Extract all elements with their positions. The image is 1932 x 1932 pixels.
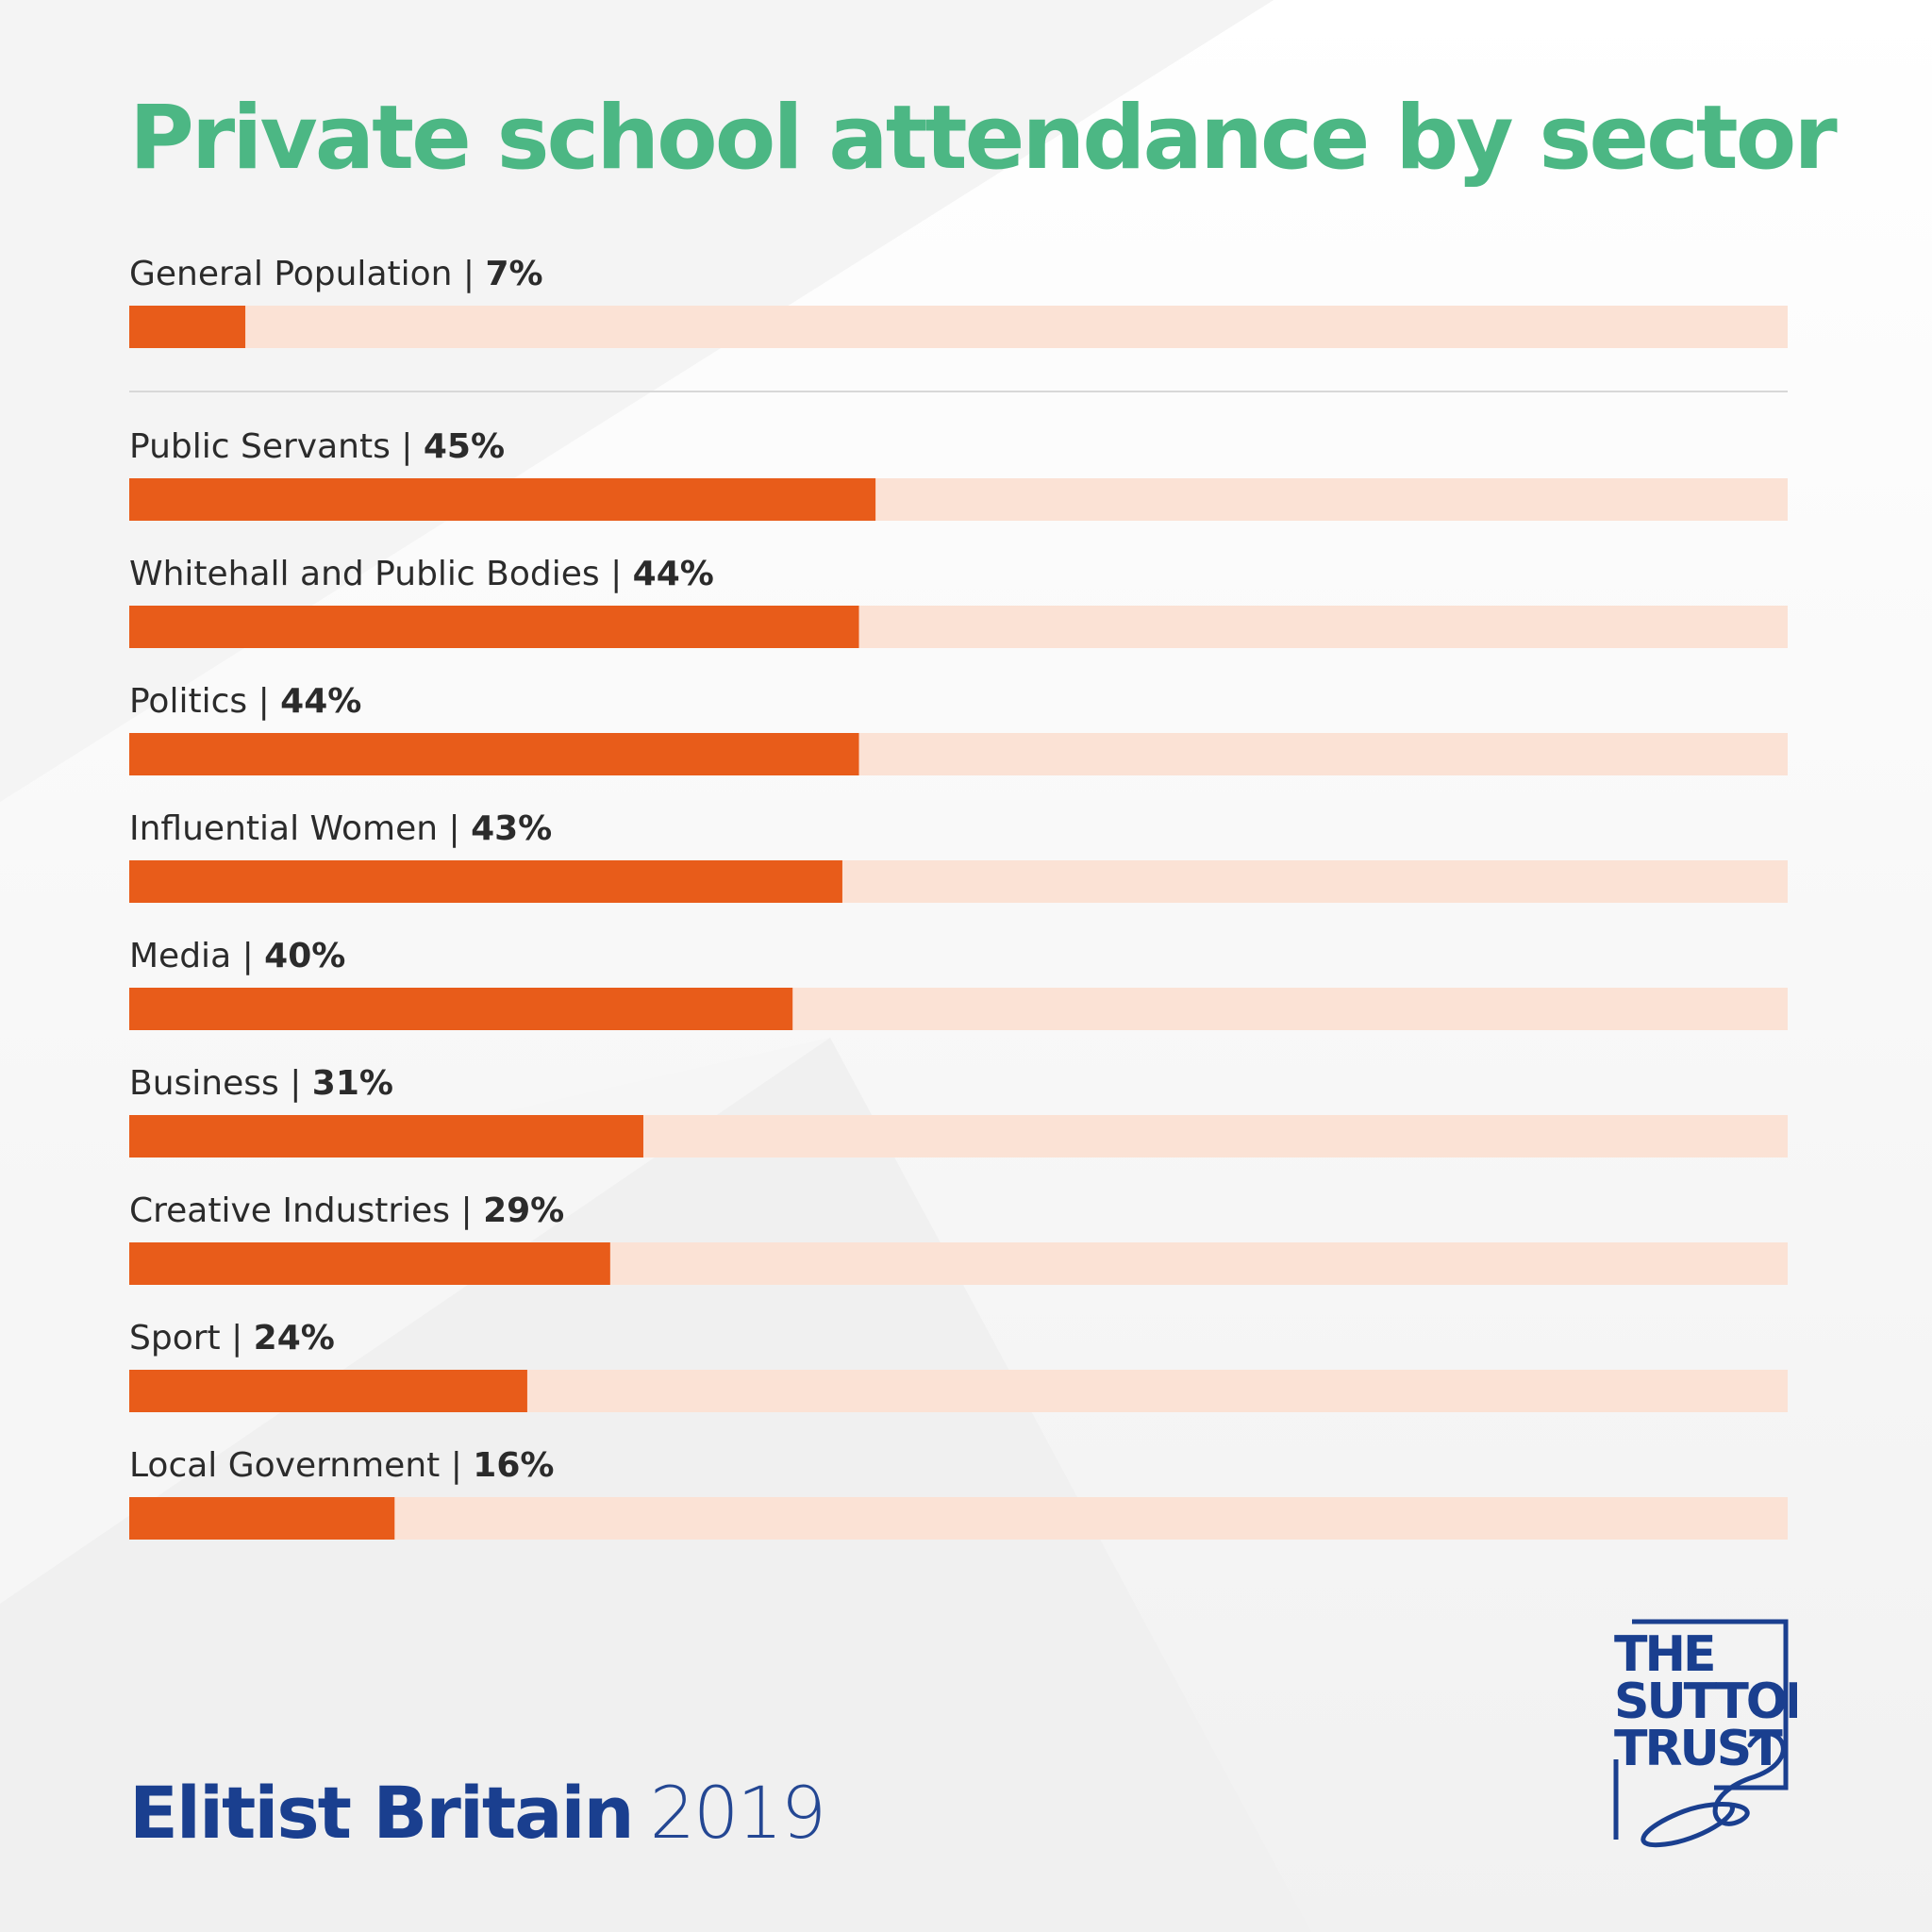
category-name: Whitehall and Public Bodies	[129, 555, 600, 593]
label-separator: |	[221, 1319, 254, 1357]
bar	[129, 1242, 610, 1285]
bar-row: Influential Women | 43%	[129, 809, 1788, 903]
value-label: 44%	[280, 682, 361, 721]
value-label: 7%	[485, 255, 542, 293]
category-label: Business | 31%	[129, 1064, 393, 1103]
bar-row: Media | 40%	[129, 937, 1788, 1030]
label-separator: |	[391, 427, 424, 466]
sutton-trust-logo: THE SUTTON TRUST	[1613, 1619, 1797, 1848]
category-label: Local Government | 16%	[129, 1446, 554, 1485]
category-label: Politics | 44%	[129, 682, 361, 721]
bar	[129, 988, 793, 1030]
value-label: 43%	[471, 809, 552, 848]
category-name: Public Servants	[129, 427, 391, 466]
category-name: Sport	[129, 1319, 221, 1357]
category-label: Public Servants | 45%	[129, 427, 505, 466]
bar	[129, 1497, 395, 1540]
category-label: Creative Industries | 29%	[129, 1191, 564, 1230]
value-label: 31%	[312, 1064, 393, 1103]
label-separator: |	[279, 1064, 312, 1103]
bar-row: Business | 31%	[129, 1064, 1788, 1158]
bar-row: General Population | 7%	[129, 255, 1788, 348]
bar-row: Politics | 44%	[129, 682, 1788, 775]
bar-track	[129, 306, 1788, 348]
category-name: Creative Industries	[129, 1191, 450, 1230]
value-label: 29%	[483, 1191, 564, 1230]
bar-row: Creative Industries | 29%	[129, 1191, 1788, 1285]
footer-branding: Elitist Britain 2019	[129, 1777, 826, 1849]
bar	[129, 860, 842, 903]
footer-year: 2019	[649, 1771, 826, 1855]
logo-swash	[1641, 1731, 1786, 1848]
value-label: 44%	[633, 555, 714, 593]
bar	[129, 606, 859, 648]
logo-line-2: SUTTON	[1614, 1674, 1797, 1730]
logo-line-1: THE	[1614, 1626, 1714, 1683]
category-label: Influential Women | 43%	[129, 809, 552, 848]
value-label: 40%	[264, 937, 345, 975]
category-label: General Population | 7%	[129, 255, 543, 293]
label-separator: |	[452, 255, 485, 293]
value-label: 16%	[473, 1446, 554, 1485]
label-separator: |	[450, 1191, 483, 1230]
category-name: Politics	[129, 682, 247, 721]
bar-row: Local Government | 16%	[129, 1446, 1788, 1540]
bar-row: Sport | 24%	[129, 1319, 1788, 1412]
bar-track	[129, 1497, 1788, 1540]
bar	[129, 733, 859, 775]
category-label: Whitehall and Public Bodies | 44%	[129, 555, 714, 593]
chart-title: Private school attendance by sector	[129, 87, 1838, 190]
bar	[129, 1115, 643, 1158]
label-separator: |	[247, 682, 280, 721]
category-name: Business	[129, 1064, 279, 1103]
bar	[129, 306, 246, 348]
category-name: Influential Women	[129, 809, 438, 848]
label-separator: |	[600, 555, 633, 593]
logo-line-3: TRUST	[1614, 1721, 1783, 1777]
category-name: Media	[129, 937, 231, 975]
label-separator: |	[231, 937, 264, 975]
bar	[129, 1370, 527, 1412]
category-label: Sport | 24%	[129, 1319, 335, 1357]
category-label: Media | 40%	[129, 937, 345, 975]
label-separator: |	[438, 809, 471, 848]
footer-title: Elitist Britain	[129, 1771, 635, 1855]
label-separator: |	[440, 1446, 473, 1485]
bar	[129, 478, 876, 521]
value-label: 24%	[254, 1319, 335, 1357]
bar-row: Public Servants | 45%	[129, 427, 1788, 521]
category-name: Local Government	[129, 1446, 440, 1485]
bar-row: Whitehall and Public Bodies | 44%	[129, 555, 1788, 648]
value-label: 45%	[424, 427, 505, 466]
category-name: General Population	[129, 255, 452, 293]
